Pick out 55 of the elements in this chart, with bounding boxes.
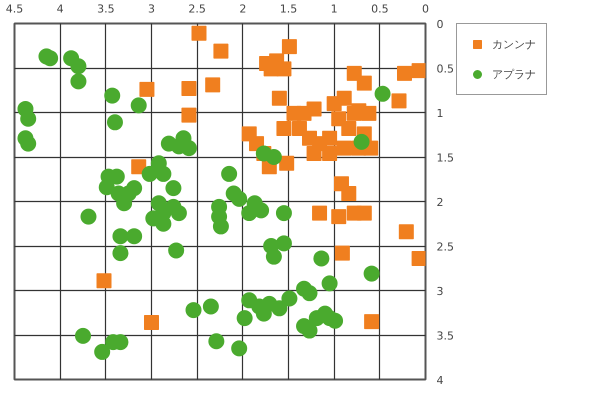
point — [331, 111, 346, 126]
x-tick-label: 2 — [239, 2, 246, 16]
x-tick-label: 4.5 — [6, 2, 24, 16]
point — [213, 44, 228, 59]
point — [312, 206, 328, 221]
point — [356, 76, 372, 91]
point — [356, 206, 372, 221]
point — [398, 224, 414, 240]
point — [306, 101, 322, 116]
point — [364, 314, 380, 330]
point — [322, 130, 338, 146]
point — [282, 39, 297, 54]
point — [334, 246, 350, 261]
point — [412, 250, 426, 266]
y-tick-label: 3.5 — [436, 330, 454, 342]
point — [396, 66, 412, 81]
point — [306, 146, 322, 161]
legend-label: カンンナ — [492, 36, 536, 52]
x-tick-label: 4 — [56, 2, 64, 16]
point — [96, 273, 112, 288]
point — [361, 106, 376, 121]
y-tick-label: 2.5 — [436, 240, 454, 254]
point — [336, 140, 352, 156]
point — [181, 80, 196, 96]
x-tick-label: 3.5 — [97, 2, 115, 16]
point — [341, 121, 356, 136]
y-tick-label: 1.5 — [436, 152, 454, 164]
point — [181, 108, 196, 123]
y-tick-label: 1 — [436, 107, 444, 120]
legend-label: アプラナ — [492, 66, 536, 82]
y-tick-label: 0.5 — [436, 62, 454, 76]
point — [272, 90, 287, 106]
y-tick-label: 4 — [436, 374, 444, 387]
x-tick-label: 1 — [330, 2, 338, 16]
point — [336, 90, 352, 106]
point — [341, 186, 356, 201]
x-tick-label: 0 — [422, 2, 429, 16]
x-tick-label: 3 — [148, 2, 155, 16]
point — [279, 156, 294, 171]
point — [276, 121, 292, 136]
point — [205, 77, 220, 92]
point — [139, 82, 154, 97]
x-tick-label: 2.5 — [188, 2, 206, 16]
y-tick-label: 0 — [436, 18, 444, 31]
point — [412, 63, 426, 78]
point — [346, 106, 362, 121]
point — [392, 93, 407, 108]
point — [191, 26, 206, 41]
y-tick-label: 2 — [436, 196, 444, 209]
x-tick-label: 0.5 — [371, 2, 389, 16]
point — [331, 209, 346, 224]
point — [322, 146, 338, 161]
x-tick-label: 1.5 — [280, 2, 298, 16]
point — [144, 315, 159, 330]
y-tick-label: 3 — [436, 285, 444, 298]
